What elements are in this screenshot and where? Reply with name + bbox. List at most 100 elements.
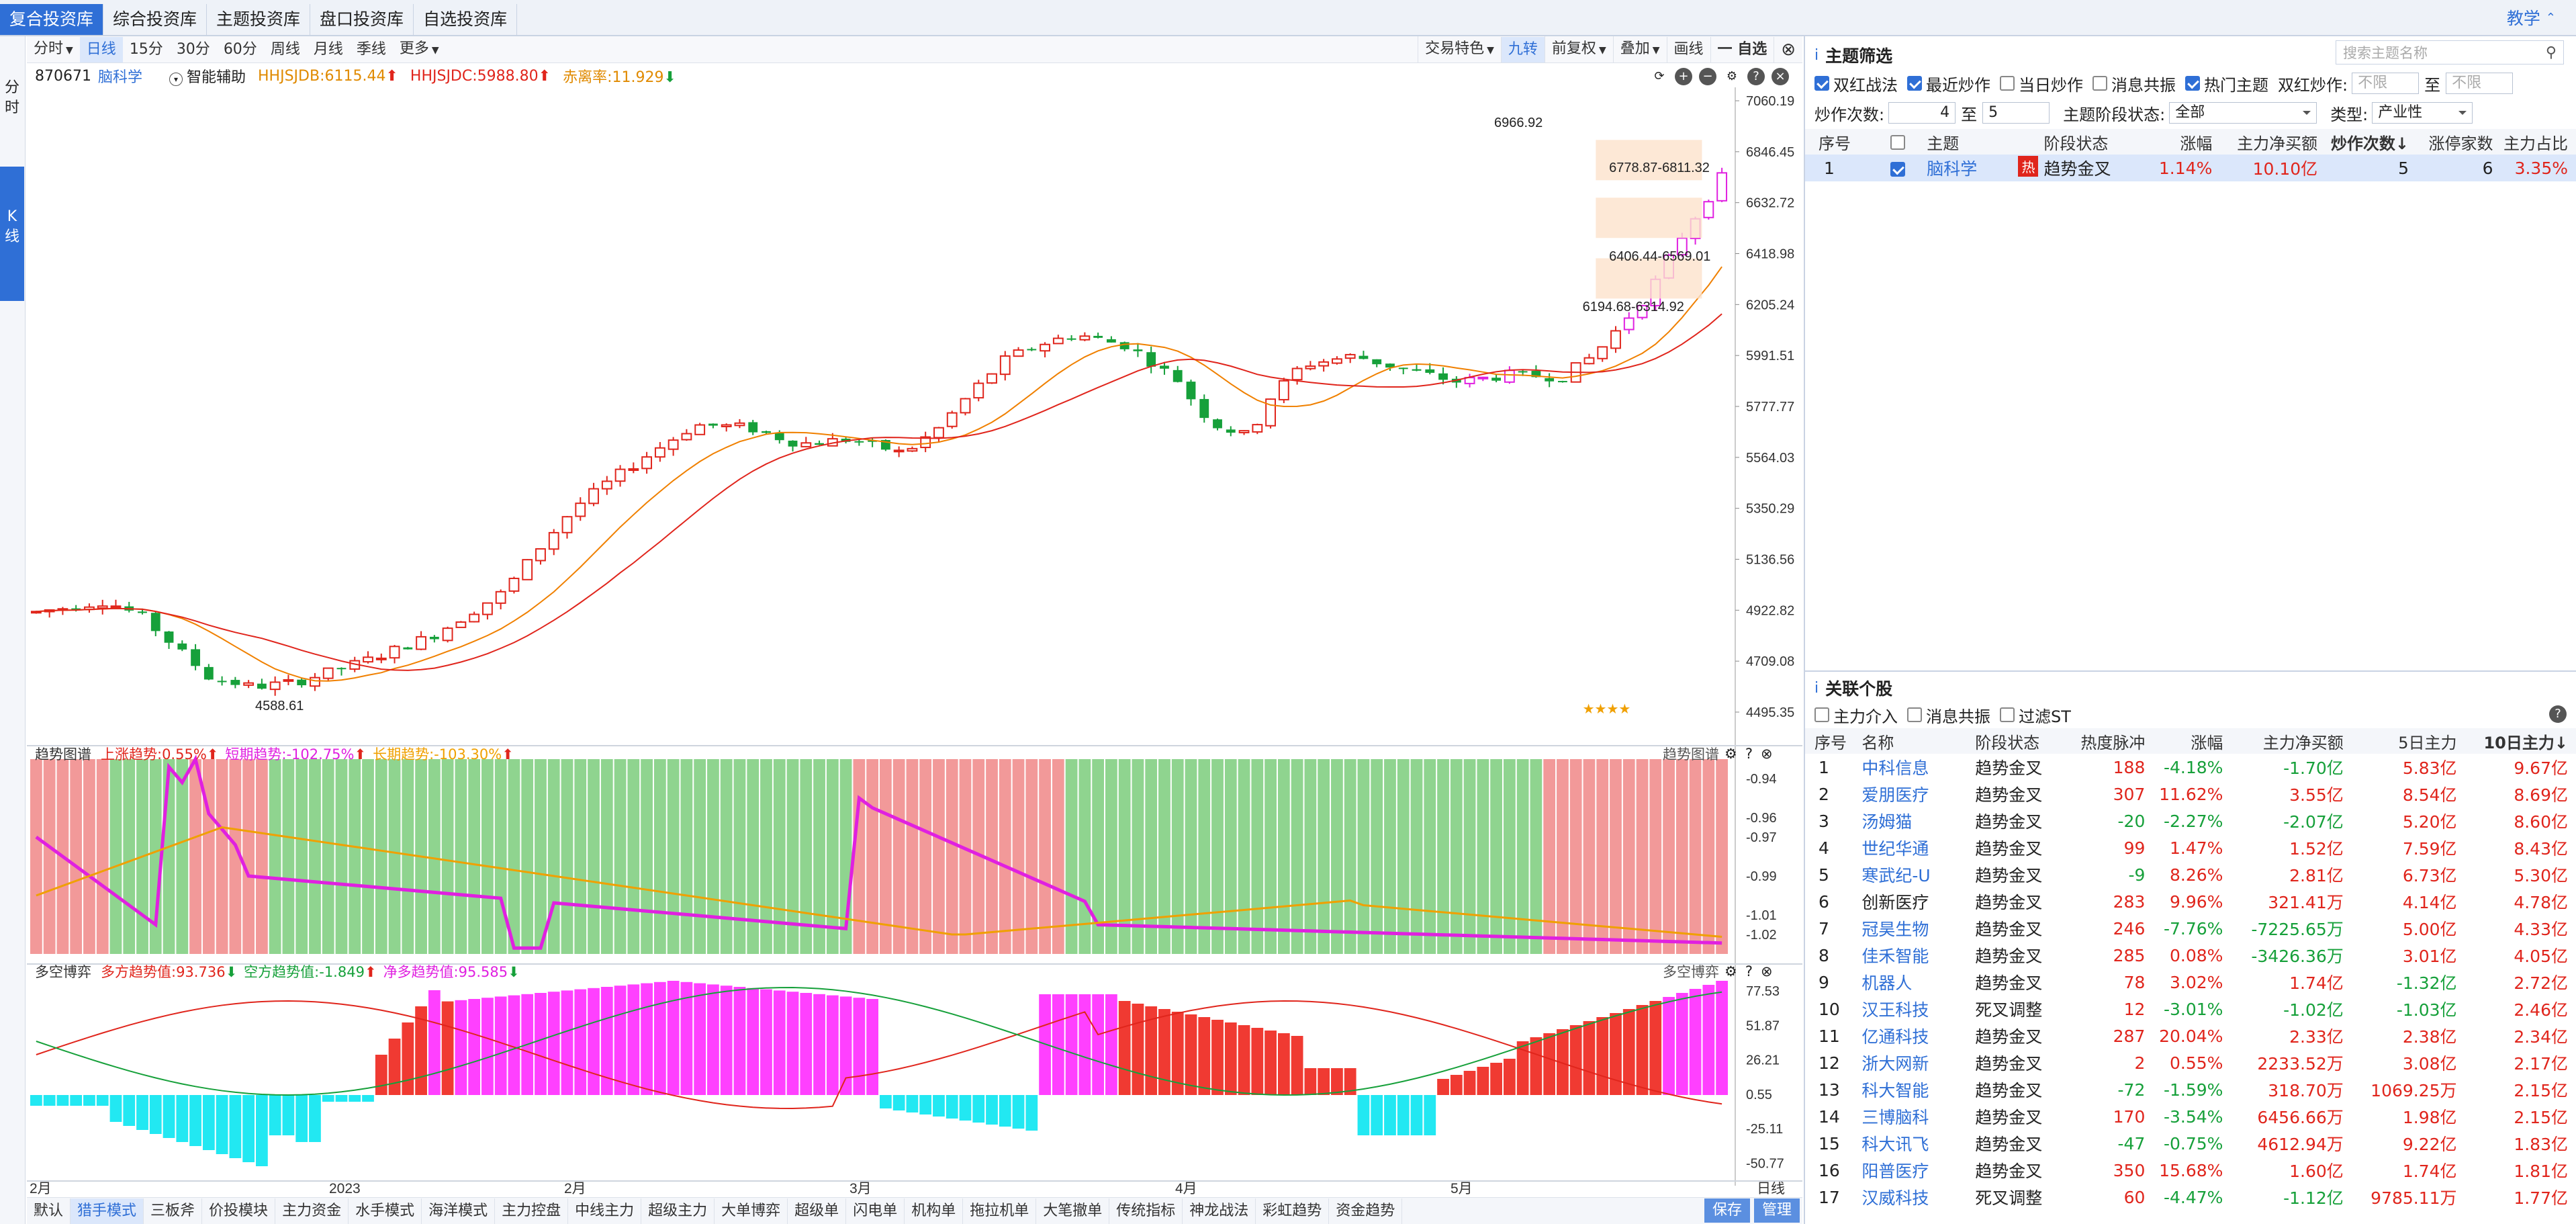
col-name[interactable]: 名称 (1861, 728, 1976, 754)
count-max-input[interactable]: 5 (1982, 102, 2050, 124)
rail-timeshare[interactable]: 分 时 (4, 79, 19, 116)
double-red-max-input[interactable]: 不限 (2446, 73, 2514, 94)
stock-name[interactable]: 寒武纪-U (1861, 866, 1931, 885)
filter-double-red[interactable]: 双红战法 (1814, 72, 1898, 95)
stock-row[interactable]: 3 汤姆猫 趋势金叉 -20 -2.27% -2.07亿 5.20亿 8.60亿 (1805, 807, 2576, 834)
period-monthly[interactable]: 月线 (313, 41, 343, 58)
stock-name[interactable]: 三博脑科 (1861, 1108, 1929, 1127)
indicator-tab[interactable]: 超级单 (788, 1198, 847, 1224)
settings-icon[interactable]: ⚙ (1724, 746, 1737, 762)
period-60m[interactable]: 60分 (223, 41, 257, 58)
indicator-tab[interactable]: 猎手模式 (71, 1198, 144, 1224)
filter-hot-theme[interactable]: 热门主题 (2185, 72, 2268, 95)
stock-row[interactable]: 7 冠昊生物 趋势金叉 246 -7.76% -7225.65万 5.00亿 4.33亿 (1805, 915, 2576, 942)
checkbox[interactable] (2000, 76, 2015, 91)
stock-row[interactable]: 14 三博脑科 趋势金叉 170 -3.54% 6456.66万 1.98亿 2.15亿 (1805, 1103, 2576, 1130)
stock-name[interactable]: 亿通科技 (1861, 1027, 1929, 1047)
help-icon[interactable]: ? (2549, 705, 2567, 723)
filter-stock-news[interactable]: 消息共振 (1907, 703, 1990, 727)
stock-row[interactable]: 5 寒武纪-U 趋势金叉 -9 8.26% 2.81亿 6.73亿 5.30亿 (1805, 861, 2576, 888)
col-net-buy[interactable]: 主力净买额 (2223, 728, 2344, 754)
stock-name[interactable]: 汉王科技 (1861, 1000, 1929, 1020)
stock-name[interactable]: 阳普医疗 (1861, 1162, 1929, 1181)
count-min-input[interactable]: 4 (1888, 102, 1956, 124)
nine-turn-button[interactable]: 九转 (1500, 37, 1545, 62)
refresh-icon[interactable]: ⟳ (1654, 69, 1665, 83)
stock-name[interactable]: 创新医疗 (1861, 893, 1929, 912)
stock-row[interactable]: 2 爱朋医疗 趋势金叉 307 11.62% 3.55亿 8.54亿 8.69亿 (1805, 781, 2576, 807)
filter-st[interactable]: 过滤ST (2000, 703, 2071, 727)
stock-name[interactable]: 中科信息 (1861, 758, 1929, 778)
indicator-tab[interactable]: 主力控盘 (495, 1198, 569, 1224)
stock-name[interactable]: 世纪华通 (1861, 839, 1929, 859)
stock-row[interactable]: 12 浙大网新 趋势金叉 2 0.55% 2233.52万 3.08亿 2.17亿 (1805, 1049, 2576, 1076)
indicator-tab[interactable]: 三板斧 (144, 1198, 203, 1224)
col-net-buy[interactable]: 主力净买额 (2212, 129, 2318, 155)
help-icon[interactable]: ? (1745, 746, 1753, 762)
indicator-tab[interactable]: 资金趋势 (1329, 1198, 1403, 1224)
tab-theme-pool[interactable]: 主题投资库 (207, 4, 311, 35)
indicator-tab[interactable]: 超级主力 (641, 1198, 715, 1224)
search-icon[interactable]: ⚲ (2545, 44, 2557, 61)
stock-row[interactable]: 15 科大讯飞 趋势金叉 -47 -0.75% 4612.94万 9.22亿 1.83亿 (1805, 1130, 2576, 1157)
indicator-tab[interactable]: 默认 (27, 1198, 71, 1224)
tab-custom-pool[interactable]: 自选投资库 (414, 4, 518, 35)
close-icon[interactable]: × (1772, 68, 1789, 85)
filter-news-resonance[interactable]: 消息共振 (2092, 72, 2176, 95)
col-change[interactable]: 涨幅 (2142, 129, 2213, 155)
stock-name[interactable]: 脑科学 (97, 69, 142, 86)
row-theme[interactable]: 脑科学 热 (1917, 155, 2043, 181)
stock-row[interactable]: 8 佳禾智能 趋势金叉 285 0.08% -3426.36万 3.01亿 4.05亿 (1805, 942, 2576, 969)
stock-name[interactable]: 浙大网新 (1861, 1054, 1929, 1074)
stock-name[interactable]: 汉威科技 (1861, 1188, 1929, 1208)
theme-search-input[interactable]: 搜索主题名称 ⚲ (2336, 40, 2564, 64)
close-chart-icon[interactable]: ⊗ (1774, 37, 1802, 62)
checkbox[interactable] (1890, 161, 1906, 177)
filter-main-entry[interactable]: 主力介入 (1814, 703, 1898, 727)
assist-toggle[interactable]: ▾ 智能辅助 (169, 65, 246, 87)
stock-name[interactable]: 佳禾智能 (1861, 947, 1929, 966)
settings-icon[interactable]: ⚙ (1726, 69, 1738, 83)
trade-feature-dropdown[interactable]: 交易特色 ▼ (1418, 36, 1501, 63)
filter-recent-hype[interactable]: 最近炒作 (1907, 72, 1990, 95)
checkbox[interactable] (1814, 76, 1829, 91)
help-icon[interactable]: ? (1747, 68, 1765, 85)
stock-name[interactable]: 机器人 (1861, 973, 1913, 993)
double-red-min-input[interactable]: 不限 (2352, 73, 2420, 94)
stock-row[interactable]: 17 汉威科技 死叉调整 60 -4.47% -1.12亿 9785.11万 1.77亿 (1805, 1184, 2576, 1211)
period-timeshare[interactable]: 分时 ▼ (27, 36, 80, 63)
watchlist-button[interactable]: 一 自选 (1710, 37, 1774, 62)
stock-name[interactable]: 科大讯飞 (1861, 1135, 1929, 1154)
col-stage[interactable]: 阶段状态 (1975, 728, 2068, 754)
stock-row[interactable]: 6 创新医疗 趋势金叉 283 9.96% 321.41万 4.14亿 4.78亿 (1805, 888, 2576, 915)
stock-row[interactable]: 11 亿通科技 趋势金叉 287 20.04% 2.33亿 2.38亿 2.34亿 (1805, 1022, 2576, 1049)
indicator-tab[interactable]: 海洋模式 (422, 1198, 496, 1224)
indicator-tab[interactable]: 闪电单 (846, 1198, 905, 1224)
checkbox[interactable] (2185, 76, 2200, 91)
indicator-tab[interactable]: 彩虹趋势 (1256, 1198, 1330, 1224)
period-quarterly[interactable]: 季线 (356, 41, 386, 58)
stock-row[interactable]: 9 机器人 趋势金叉 78 3.02% 1.74亿 -1.32亿 2.72亿 (1805, 969, 2576, 996)
col-theme[interactable]: 主题 (1917, 129, 2044, 155)
period-30m[interactable]: 30分 (176, 41, 210, 58)
col-limit-up[interactable]: 涨停家数 (2409, 129, 2493, 155)
manage-button[interactable]: 管理 (1753, 1198, 1800, 1223)
stock-row[interactable]: 16 阳普医疗 趋势金叉 350 15.68% 1.60亿 1.74亿 1.81亿 (1805, 1157, 2576, 1184)
filter-today-hype[interactable]: 当日炒作 (2000, 72, 2083, 95)
teach-link[interactable]: 教学 ⌃ (2507, 5, 2556, 30)
stock-name[interactable]: 汤姆猫 (1861, 812, 1913, 832)
settings-icon[interactable]: ⚙ (1724, 963, 1737, 979)
period-daily[interactable]: 日线 (79, 37, 123, 62)
period-weekly[interactable]: 周线 (270, 41, 300, 58)
close-icon[interactable]: ⊗ (1760, 746, 1773, 762)
indicator-tab[interactable]: 大笔撤单 (1036, 1198, 1110, 1224)
theme-row[interactable]: 1 脑科学 热 趋势金叉 1.14% 10.10亿 5 6 3.35% (1805, 155, 2576, 181)
tab-composite-pool[interactable]: 复合投资库 (0, 4, 104, 35)
tab-comprehensive-pool[interactable]: 综合投资库 (103, 4, 208, 35)
checkbox[interactable] (1814, 707, 1829, 722)
indicator-tab[interactable]: 拖拉机单 (963, 1198, 1037, 1224)
indicator-tab[interactable]: 水手模式 (349, 1198, 422, 1224)
rail-kline[interactable]: K 线 (0, 167, 24, 301)
col-change[interactable]: 涨幅 (2145, 728, 2223, 754)
overlay-dropdown[interactable]: 叠加 ▼ (1612, 36, 1667, 63)
